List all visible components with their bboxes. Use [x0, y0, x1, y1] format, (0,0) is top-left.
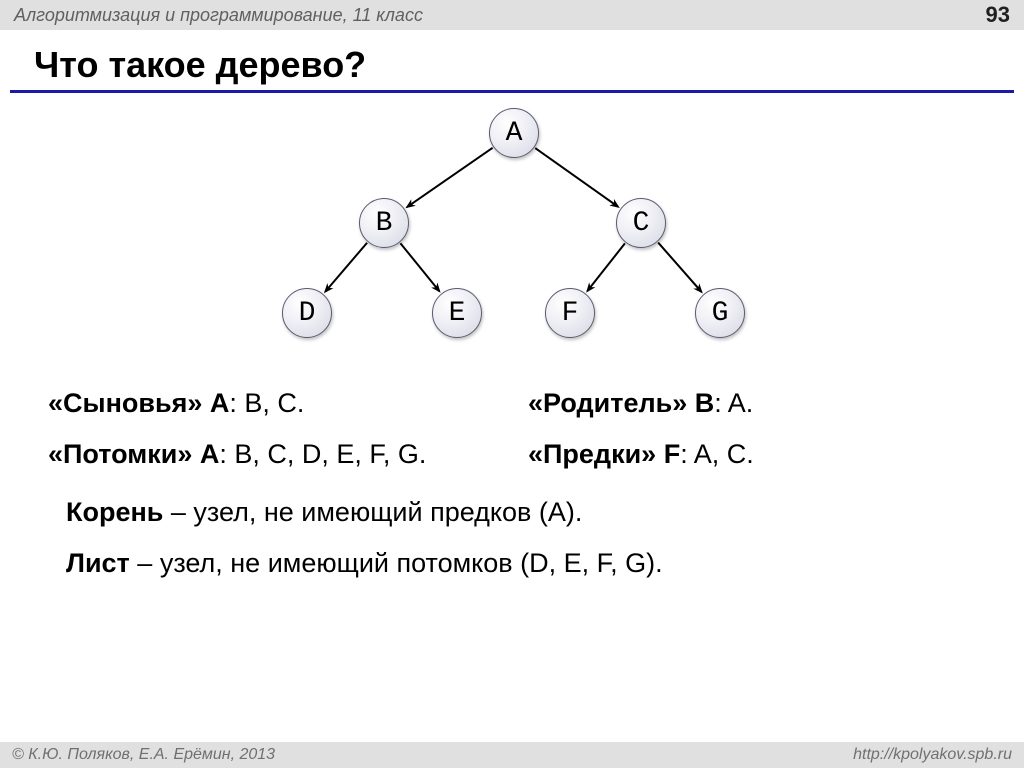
parent-cell: «Родитель» B: A.	[528, 378, 1008, 429]
root-label: Корень	[66, 497, 163, 527]
course-label: Алгоритмизация и программирование, 11 кл…	[14, 5, 423, 26]
page-number: 93	[986, 2, 1010, 28]
edge-c-g	[658, 243, 701, 292]
tree-node-g: G	[695, 288, 745, 338]
root-definition: Корень – узел, не имеющий предков (A).	[48, 487, 976, 538]
tree-node-d: D	[282, 288, 332, 338]
definitions-block: «Сыновья» А: B, C. «Родитель» B: A. «Пот…	[48, 378, 976, 589]
sons-value: : B, C.	[229, 388, 304, 418]
sons-cell: «Сыновья» А: B, C.	[48, 378, 528, 429]
parent-label: «Родитель» B	[528, 388, 714, 418]
edge-a-b	[407, 148, 493, 207]
definitions-row-1: «Сыновья» А: B, C. «Родитель» B: A.	[48, 378, 976, 429]
leaf-label: Лист	[66, 548, 130, 578]
leaf-definition: Лист – узел, не имеющий потомков (D, E, …	[48, 538, 976, 589]
title-underline	[10, 90, 1014, 93]
page-title: Что такое дерево?	[34, 44, 366, 86]
edge-c-f	[587, 243, 625, 291]
ancestors-value: : A, C.	[680, 439, 754, 469]
header-bar: Алгоритмизация и программирование, 11 кл…	[0, 0, 1024, 30]
tree-node-c: C	[616, 198, 666, 248]
edge-a-c	[535, 148, 618, 207]
parent-value: : A.	[714, 388, 753, 418]
edge-b-d	[325, 243, 367, 292]
footer-url: http://kpolyakov.spb.ru	[853, 746, 1012, 764]
definitions-row-2: «Потомки» А: B, C, D, E, F, G. «Предки» …	[48, 429, 976, 480]
tree-diagram: A B C D E F G	[0, 96, 1024, 356]
descendants-value: : B, C, D, E, F, G.	[219, 439, 426, 469]
edge-b-e	[400, 243, 439, 291]
sons-label: «Сыновья» А	[48, 388, 229, 418]
tree-node-a: A	[489, 108, 539, 158]
leaf-text: – узел, не имеющий потомков (D, E, F, G)…	[130, 548, 663, 578]
footer-bar: © К.Ю. Поляков, Е.А. Ерёмин, 2013 http:/…	[0, 742, 1024, 768]
tree-node-f: F	[545, 288, 595, 338]
descendants-cell: «Потомки» А: B, C, D, E, F, G.	[48, 429, 528, 480]
tree-node-e: E	[432, 288, 482, 338]
ancestors-cell: «Предки» F: A, C.	[528, 429, 1008, 480]
footer-authors: © К.Ю. Поляков, Е.А. Ерёмин, 2013	[12, 746, 275, 764]
root-text: – узел, не имеющий предков (A).	[163, 497, 582, 527]
tree-node-b: B	[359, 198, 409, 248]
ancestors-label: «Предки» F	[528, 439, 680, 469]
descendants-label: «Потомки» А	[48, 439, 219, 469]
